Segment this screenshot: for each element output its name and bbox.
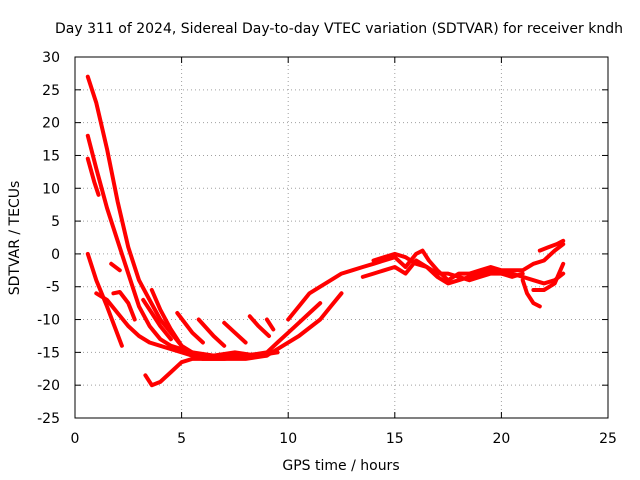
series-line-trace-11	[196, 317, 227, 348]
series-line-trace-20	[531, 261, 566, 292]
series-line-trace-21	[537, 238, 566, 253]
series-line-trace-4	[85, 251, 124, 348]
series-line-trace-3	[85, 156, 101, 197]
y-tick-label: 10	[42, 181, 60, 197]
x-tick-label: 0	[71, 431, 80, 447]
series-line-trace-9	[149, 288, 184, 348]
chart-title: Day 311 of 2024, Sidereal Day-to-day VTE…	[55, 21, 623, 37]
series-line-trace-1	[85, 74, 344, 358]
x-tick-label: 10	[279, 431, 297, 447]
y-axis-label: SDTVAR / TECUs	[7, 181, 23, 296]
y-tick-label: -20	[37, 378, 60, 394]
axis-ticks: 0 5 10 15 20 25 -25 -20 -15 -10 -5 0 5 10 15 20 25 30	[37, 50, 617, 447]
y-tick-label: -10	[37, 313, 60, 329]
series-line-trace-13	[247, 314, 271, 338]
series-line-trace-10	[175, 311, 205, 345]
plot-frame	[74, 56, 609, 419]
y-tick-label: 0	[51, 247, 60, 263]
y-tick-label: 20	[42, 116, 60, 132]
y-tick-label: -5	[46, 280, 60, 296]
series-line-trace-7	[111, 290, 137, 322]
series-group	[85, 74, 566, 388]
grid	[75, 57, 608, 418]
series-line-trace-18	[371, 251, 566, 286]
y-tick-label: 25	[42, 83, 60, 99]
y-tick-label: 5	[51, 214, 60, 230]
x-axis-label: GPS time / hours	[282, 458, 399, 474]
series-line-trace-12	[222, 320, 248, 345]
x-tick-label: 15	[386, 431, 404, 447]
series-line-trace-15	[143, 301, 323, 388]
series-line-trace-16	[286, 242, 566, 322]
y-tick-label: 30	[42, 50, 60, 66]
y-tick-label: -25	[37, 411, 60, 427]
y-tick-label: -15	[37, 345, 60, 361]
x-tick-label: 20	[492, 431, 510, 447]
series-line-trace-19	[520, 278, 542, 309]
series-line-trace-14	[264, 317, 276, 332]
series-line-trace-6	[109, 261, 122, 273]
x-tick-label: 25	[599, 431, 617, 447]
y-tick-label: 15	[42, 148, 60, 164]
x-tick-label: 5	[177, 431, 186, 447]
series-line-trace-2	[85, 133, 280, 358]
series-line-trace-8	[141, 297, 173, 342]
